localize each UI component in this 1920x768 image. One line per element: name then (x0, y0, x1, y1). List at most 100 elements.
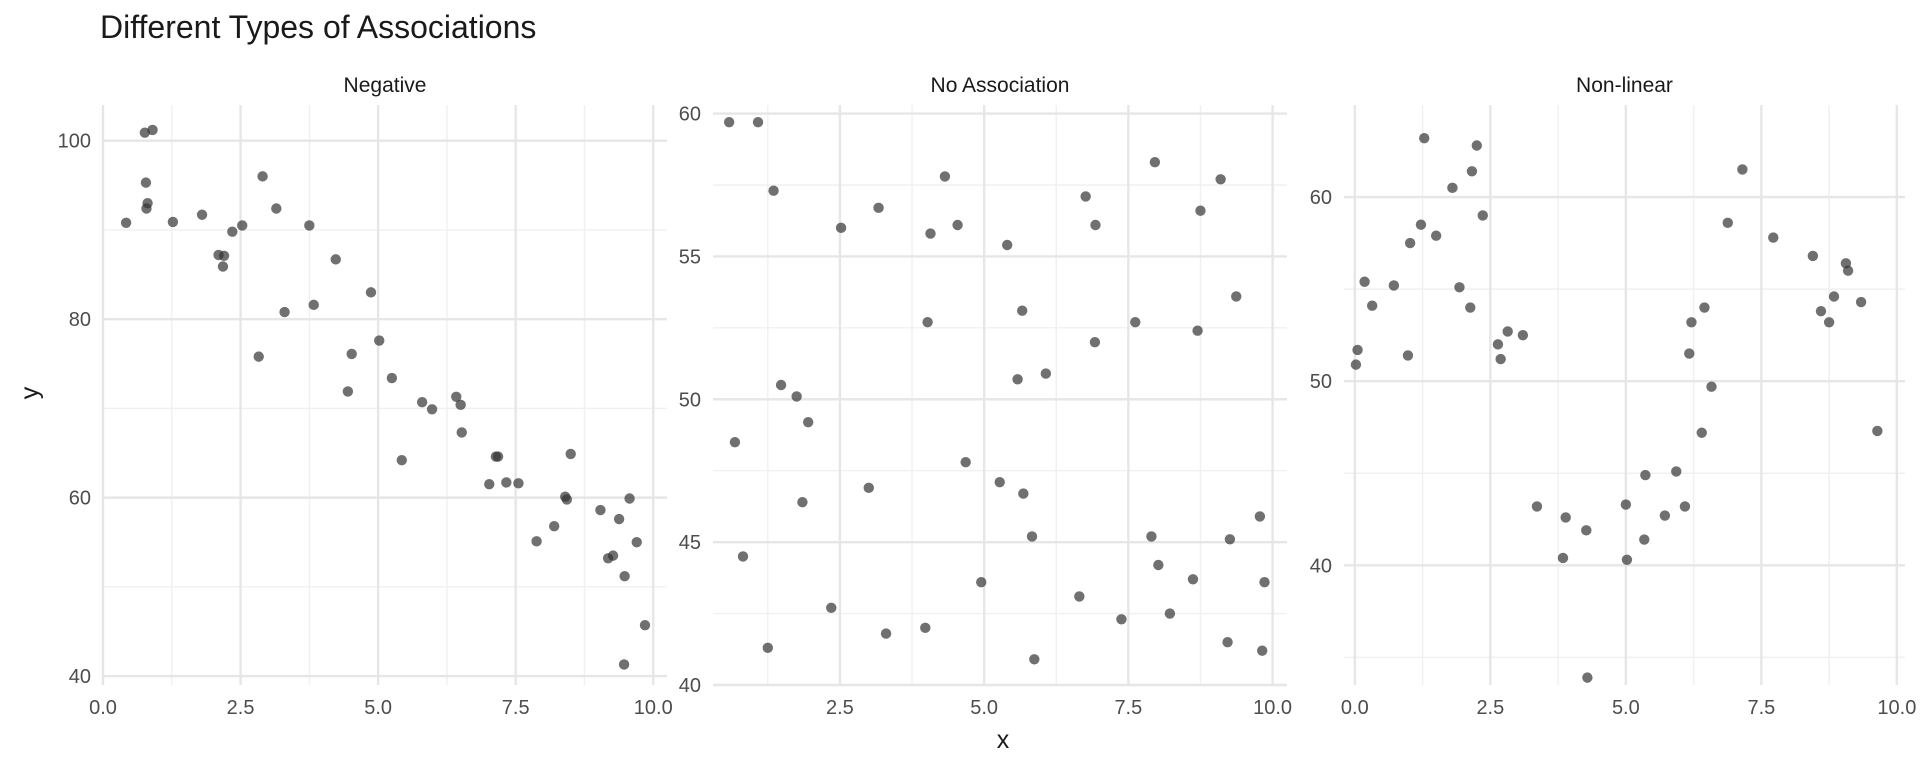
data-point (501, 477, 512, 488)
data-point (237, 220, 248, 231)
data-point (1352, 344, 1363, 356)
data-point (1495, 353, 1506, 365)
data-point (1684, 348, 1695, 359)
data-point (1366, 300, 1378, 311)
data-point (1149, 156, 1161, 168)
data-point (271, 203, 282, 214)
data-point (1737, 164, 1748, 175)
data-point (1671, 466, 1682, 477)
data-point (396, 454, 407, 466)
x-tick-label: 0.0 (89, 697, 117, 719)
data-point (1679, 501, 1691, 512)
data-point (346, 348, 357, 360)
data-point (595, 504, 606, 516)
y-tick-label: 45 (679, 532, 701, 554)
chart-title: Different Types of Associations (100, 9, 536, 45)
x-tick-label: 5.0 (364, 697, 392, 719)
data-point (140, 177, 152, 188)
data-point (1466, 166, 1478, 177)
data-point (1706, 381, 1717, 392)
data-point (1430, 230, 1442, 241)
data-point (1017, 305, 1028, 316)
y-tick-label: 60 (69, 488, 91, 510)
x-tick-label: 2.5 (227, 697, 255, 719)
data-point (1415, 219, 1427, 230)
x-tick-label: 7.5 (1747, 697, 1775, 719)
data-point (549, 520, 560, 532)
data-point (374, 335, 385, 346)
data-point (1089, 336, 1101, 348)
data-point (1722, 217, 1733, 229)
data-point (1090, 219, 1101, 231)
data-point (618, 659, 630, 670)
data-point (1531, 501, 1543, 512)
data-point (1447, 182, 1458, 194)
data-point (196, 209, 208, 220)
x-tick-label: 2.5 (1476, 697, 1504, 719)
data-point (218, 250, 230, 261)
data-point (762, 642, 774, 654)
y-tick-label: 40 (679, 675, 701, 697)
y-tick-label: 55 (679, 246, 701, 268)
data-point (1256, 645, 1268, 656)
x-tick-label: 7.5 (502, 697, 530, 719)
facet-strip-label: Non-linear (1576, 74, 1673, 97)
data-point (1222, 636, 1233, 648)
gridlines (101, 105, 667, 685)
x-tick-label: 0.0 (1341, 697, 1369, 719)
data-point (920, 622, 931, 634)
data-point (797, 496, 808, 508)
data-point (1815, 306, 1827, 317)
data-point (1639, 534, 1650, 545)
data-point (775, 379, 787, 391)
data-point (1002, 239, 1013, 251)
data-point (330, 254, 341, 265)
data-point (120, 217, 132, 228)
data-point (304, 220, 315, 231)
data-point (1828, 291, 1840, 302)
data-points (1350, 132, 1883, 683)
data-point (873, 202, 884, 214)
data-point (1130, 316, 1141, 328)
data-point (1502, 326, 1513, 337)
data-point (147, 124, 158, 136)
data-point (513, 478, 524, 489)
data-point (1359, 276, 1370, 287)
data-point (1224, 534, 1236, 545)
data-point (416, 396, 428, 408)
data-point (342, 386, 354, 397)
data-point (1404, 237, 1416, 249)
data-point (1768, 232, 1779, 243)
y-tick-label: 60 (679, 104, 701, 126)
data-point (253, 351, 264, 362)
data-point (1477, 210, 1488, 221)
data-point (1696, 427, 1707, 438)
data-point (729, 436, 741, 448)
data-point (1557, 552, 1569, 564)
data-point (737, 551, 749, 562)
data-point (752, 116, 764, 128)
data-point (925, 228, 936, 239)
data-point (142, 197, 153, 209)
y-tick-label: 80 (69, 309, 91, 331)
data-point (1187, 574, 1199, 585)
data-point (619, 570, 630, 582)
data-point (1116, 614, 1127, 625)
data-point (939, 171, 951, 182)
data-point (1231, 291, 1242, 302)
gridlines (1344, 105, 1905, 685)
data-point (1581, 525, 1592, 536)
data-point (451, 391, 462, 402)
x-axis-title: x (997, 726, 1010, 754)
data-point (802, 416, 814, 428)
y-tick-label: 50 (1310, 371, 1332, 393)
data-point (880, 628, 892, 639)
data-point (492, 451, 504, 462)
x-tick-label: 5.0 (970, 697, 998, 719)
data-point (1471, 140, 1482, 151)
facet-panels: Negative 0.0 2.5 5.0 7.5 10.0 40 60 80 100 No Asso… (58, 74, 1917, 719)
data-point (1807, 250, 1819, 262)
data-point (1195, 205, 1206, 216)
y-tick-label: 40 (69, 666, 91, 688)
